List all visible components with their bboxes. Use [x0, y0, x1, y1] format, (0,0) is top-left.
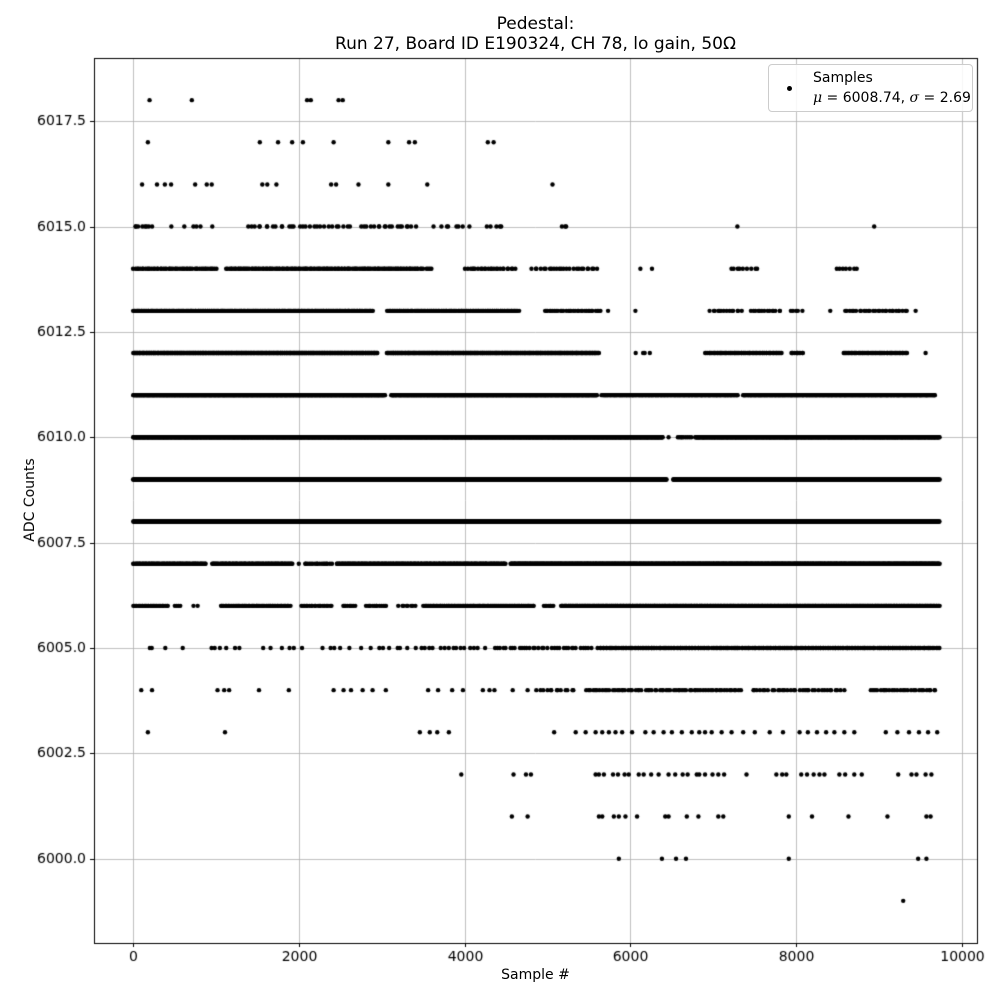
sigma-symbol: σ: [909, 90, 920, 106]
chart-title-line1: Pedestal:: [496, 14, 575, 34]
legend-sample-marker-icon: [787, 86, 792, 91]
legend-series-label: Samples: [813, 70, 873, 86]
mu-symbol: μ: [813, 90, 823, 106]
legend-stats: μ = 6008.74, σ = 2.69: [813, 88, 971, 108]
chart-title-line2: Run 27, Board ID E190324, CH 78, lo gain…: [335, 34, 736, 54]
x-axis-label: Sample #: [501, 967, 570, 983]
legend: Samples μ = 6008.74, σ = 2.69: [768, 64, 973, 112]
mu-value: = 6008.74,: [822, 90, 910, 106]
legend-text: Samples μ = 6008.74, σ = 2.69: [813, 68, 971, 108]
sigma-value: = 2.69: [919, 90, 971, 106]
y-axis-label: ADC Counts: [22, 458, 38, 542]
